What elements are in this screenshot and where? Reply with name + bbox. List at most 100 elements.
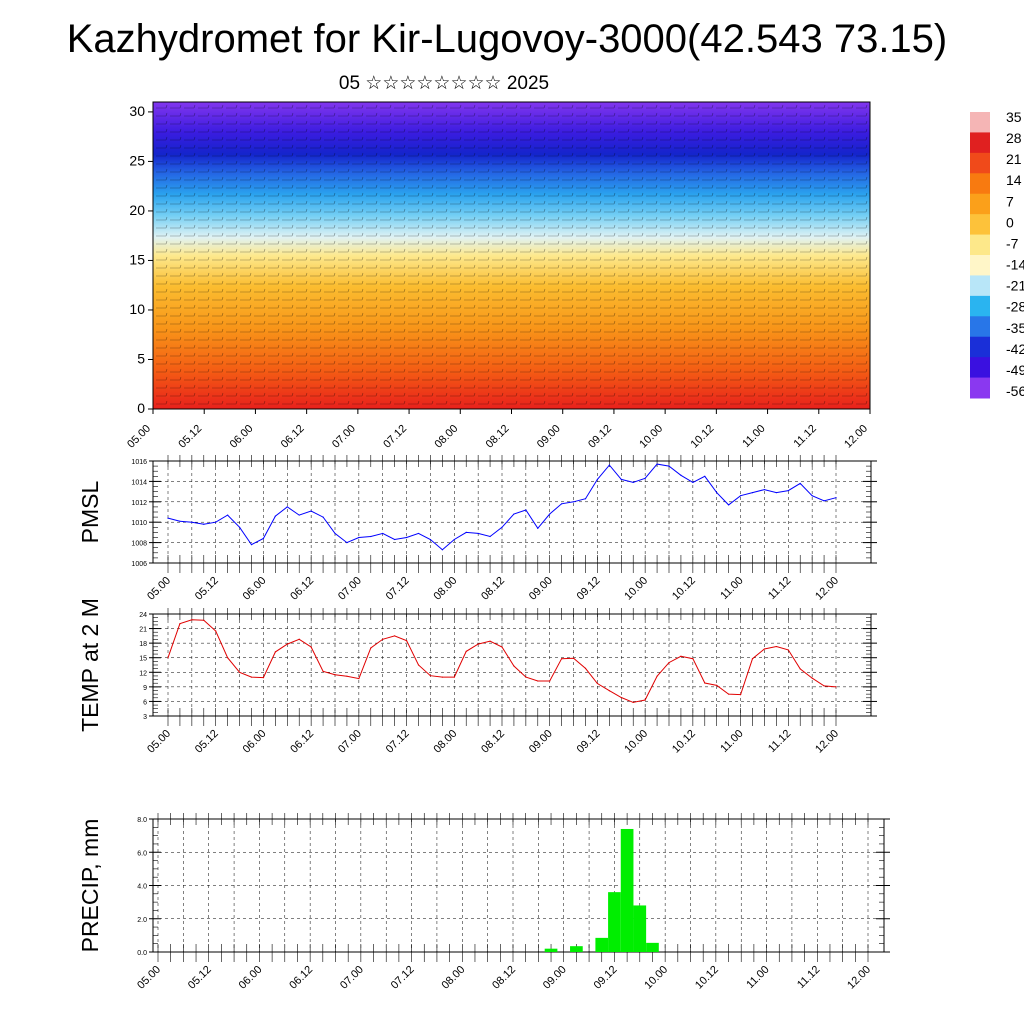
y-tick-label: 1010: [131, 520, 147, 527]
precip-bar: [646, 942, 659, 952]
chart-title: Kazhydromet for Kir-Lugovoy-3000(42.543 …: [66, 17, 948, 61]
y-axis-label: TEMP at 2 M: [77, 598, 103, 732]
data-point: [298, 514, 300, 516]
data-point: [728, 693, 730, 695]
x-tick-label: 12.00: [813, 728, 841, 756]
data-point: [167, 517, 169, 519]
data-point: [716, 684, 718, 687]
data-point: [572, 501, 575, 503]
data-point: [596, 478, 599, 480]
data-point: [346, 675, 348, 677]
data-point: [227, 657, 229, 659]
x-tick-label: 09.12: [592, 964, 620, 992]
x-tick-label: 07.12: [384, 575, 412, 603]
data-point: [191, 619, 193, 621]
precip-bar: [570, 946, 583, 952]
data-point: [405, 640, 408, 642]
y-tick-label: 8.0: [137, 817, 147, 824]
y-axis-label: PRECIP, mm: [77, 819, 103, 953]
colorbar-label: -14: [1006, 257, 1024, 273]
data-point: [620, 696, 622, 699]
data-point: [561, 503, 563, 505]
data-point: [322, 516, 324, 518]
data-point: [525, 509, 527, 511]
colorbar-swatch: [970, 234, 990, 256]
x-tick-label: 07.00: [336, 728, 364, 756]
data-point: [179, 520, 181, 522]
x-tick-label: 06.00: [237, 964, 265, 992]
data-point: [298, 638, 300, 640]
x-tick-label: 06.00: [241, 575, 269, 603]
data-point: [382, 638, 384, 640]
field-x-tick-label: 05.00: [125, 423, 153, 451]
x-tick-label: 11.00: [718, 728, 745, 755]
precip-bar: [544, 948, 558, 952]
y-tick-label: 2.0: [137, 917, 147, 924]
data-point: [465, 650, 467, 653]
data-point: [215, 630, 217, 632]
data-point: [370, 647, 372, 649]
colorbar-swatch: [970, 112, 990, 133]
y-tick-label: 0.0: [137, 950, 147, 957]
data-point: [501, 646, 503, 648]
data-point: [739, 694, 742, 696]
data-point: [370, 535, 372, 538]
y-tick-label: 1012: [131, 500, 147, 507]
data-point: [334, 674, 336, 676]
x-tick-label: 12.00: [845, 964, 873, 992]
field-y-tick-label: 20: [129, 202, 145, 218]
precip-bar: [620, 828, 634, 952]
y-tick-label: 21: [139, 627, 147, 634]
colorbar-label: 35: [1006, 109, 1022, 125]
data-point: [549, 513, 551, 515]
x-tick-label: 11.12: [795, 964, 822, 991]
x-tick-label: 08.00: [439, 964, 467, 992]
field-y-tick-label: 5: [137, 350, 145, 366]
series-line: [167, 463, 837, 551]
data-point: [537, 527, 539, 529]
colorbar-label: 7: [1006, 193, 1014, 209]
panel-frame: [152, 460, 872, 564]
data-point: [453, 538, 455, 541]
field-x-tick-label: 07.12: [381, 423, 409, 451]
field-x-tick-label: 10.00: [637, 423, 665, 451]
data-point: [787, 489, 789, 492]
data-point: [680, 655, 682, 657]
colorbar-swatch: [970, 357, 990, 379]
data-point: [692, 481, 694, 484]
x-tick-label: 09.12: [575, 728, 603, 756]
x-tick-label: 07.12: [384, 728, 412, 756]
y-tick-label: 1014: [131, 479, 147, 486]
field-x-tick-label: 12.00: [842, 423, 870, 451]
x-tick-label: 06.12: [288, 728, 316, 756]
data-point: [382, 532, 384, 535]
data-point: [644, 699, 646, 701]
colorbar-swatch: [970, 377, 990, 399]
field-y-tick-label: 15: [129, 251, 145, 267]
data-point: [286, 506, 288, 508]
x-tick-label: 05.12: [193, 575, 221, 603]
precip-bar: [595, 937, 609, 952]
data-point: [835, 686, 837, 688]
data-point: [668, 465, 670, 467]
data-point: [441, 549, 443, 551]
colorbar-label: -56: [1006, 383, 1024, 399]
field-y-tick-label: 30: [129, 103, 145, 119]
x-tick-label: 08.00: [431, 575, 459, 603]
field-x-tick-label: 11.00: [740, 423, 767, 450]
data-point: [704, 682, 706, 684]
y-tick-label: 1008: [131, 541, 147, 548]
data-point: [334, 532, 336, 535]
field-x-tick-label: 11.12: [792, 423, 819, 450]
x-tick-label: 08.12: [479, 575, 507, 603]
colorbar-label: -28: [1006, 299, 1024, 315]
wind-barbs: [153, 102, 870, 409]
data-point: [167, 657, 169, 659]
data-point: [286, 643, 288, 645]
colorbar-label: -7: [1006, 235, 1019, 251]
data-point: [751, 492, 754, 494]
data-point: [537, 680, 539, 682]
colorbar-swatch: [970, 275, 990, 297]
precip-bar: [633, 905, 647, 952]
x-tick-label: 10.12: [693, 964, 721, 992]
